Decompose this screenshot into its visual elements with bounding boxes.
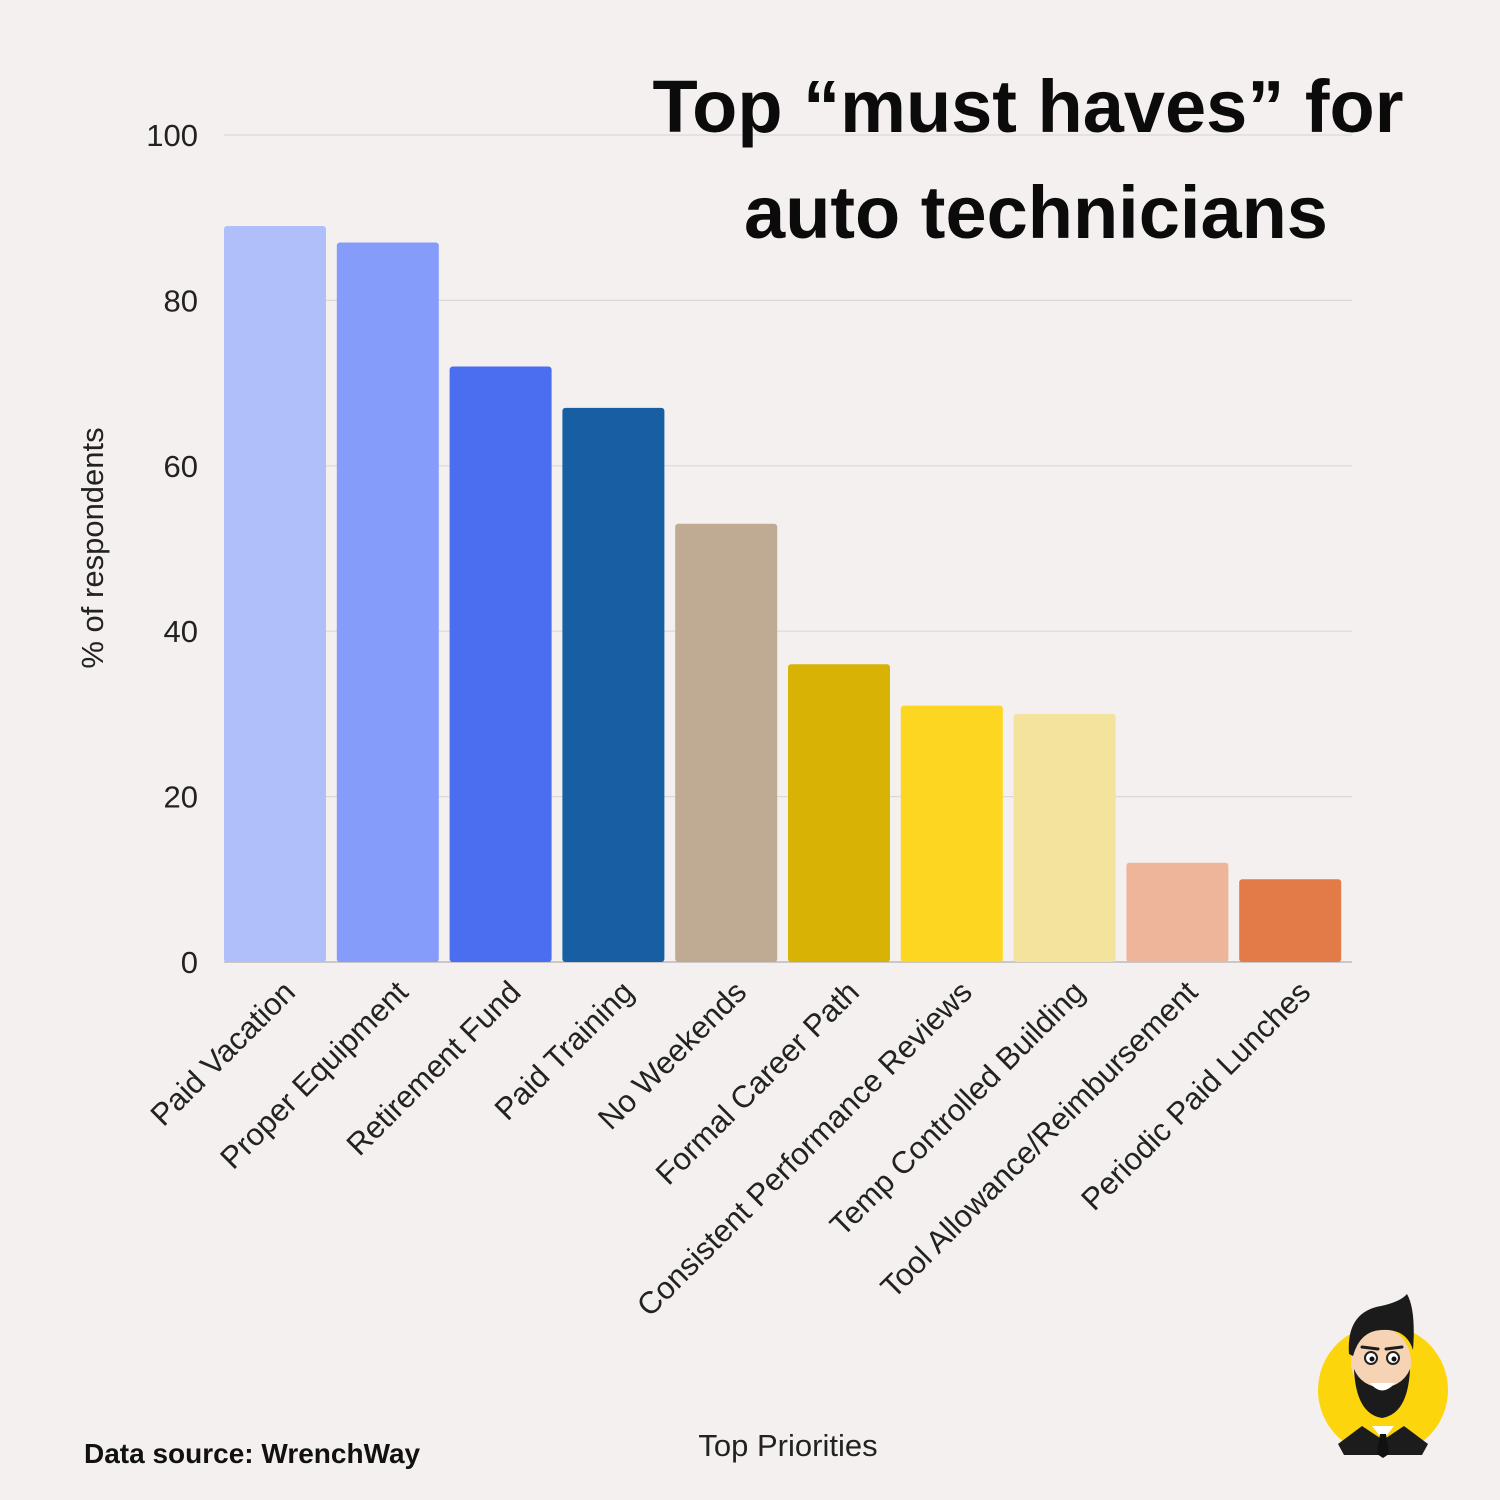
- bar-formal-career-path: [788, 664, 890, 962]
- x-category-label: Proper Equipment: [213, 974, 415, 1176]
- y-axis-ticks: 0 20 40 60 80 100: [146, 118, 198, 980]
- chart-title-line-2: auto technicians: [744, 171, 1328, 254]
- bar-consistent-performance-reviews: [900, 705, 1003, 962]
- data-source-note: Data source: WrenchWay: [84, 1438, 421, 1469]
- bar-periodic-paid-lunches: [1239, 879, 1342, 962]
- chart-title-line-1: Top “must haves” for: [652, 65, 1403, 148]
- bar-no-weekends: [675, 523, 778, 962]
- y-tick-label: 20: [164, 780, 198, 815]
- y-tick-label: 40: [164, 614, 198, 649]
- y-tick-label: 100: [146, 118, 198, 153]
- bar-temp-controlled-building: [1013, 713, 1116, 962]
- y-axis-title: % of respondents: [75, 427, 110, 668]
- bars: [224, 225, 1342, 963]
- x-axis-title: Top Priorities: [698, 1428, 877, 1463]
- y-tick-label: 0: [181, 945, 198, 980]
- cartoon-mechanic-avatar-icon: [1318, 1294, 1448, 1458]
- bar-paid-vacation: [224, 225, 326, 963]
- y-tick-label: 60: [164, 449, 198, 484]
- bar-proper-equipment: [336, 242, 439, 962]
- x-category-label: Formal Career Path: [649, 974, 866, 1191]
- x-category-label: Periodic Paid Lunches: [1074, 974, 1317, 1217]
- y-tick-label: 80: [164, 283, 198, 318]
- bar-tool-allowance-reimbursement: [1126, 862, 1229, 962]
- bar-paid-training: [562, 407, 665, 962]
- bar-retirement-fund: [449, 366, 552, 962]
